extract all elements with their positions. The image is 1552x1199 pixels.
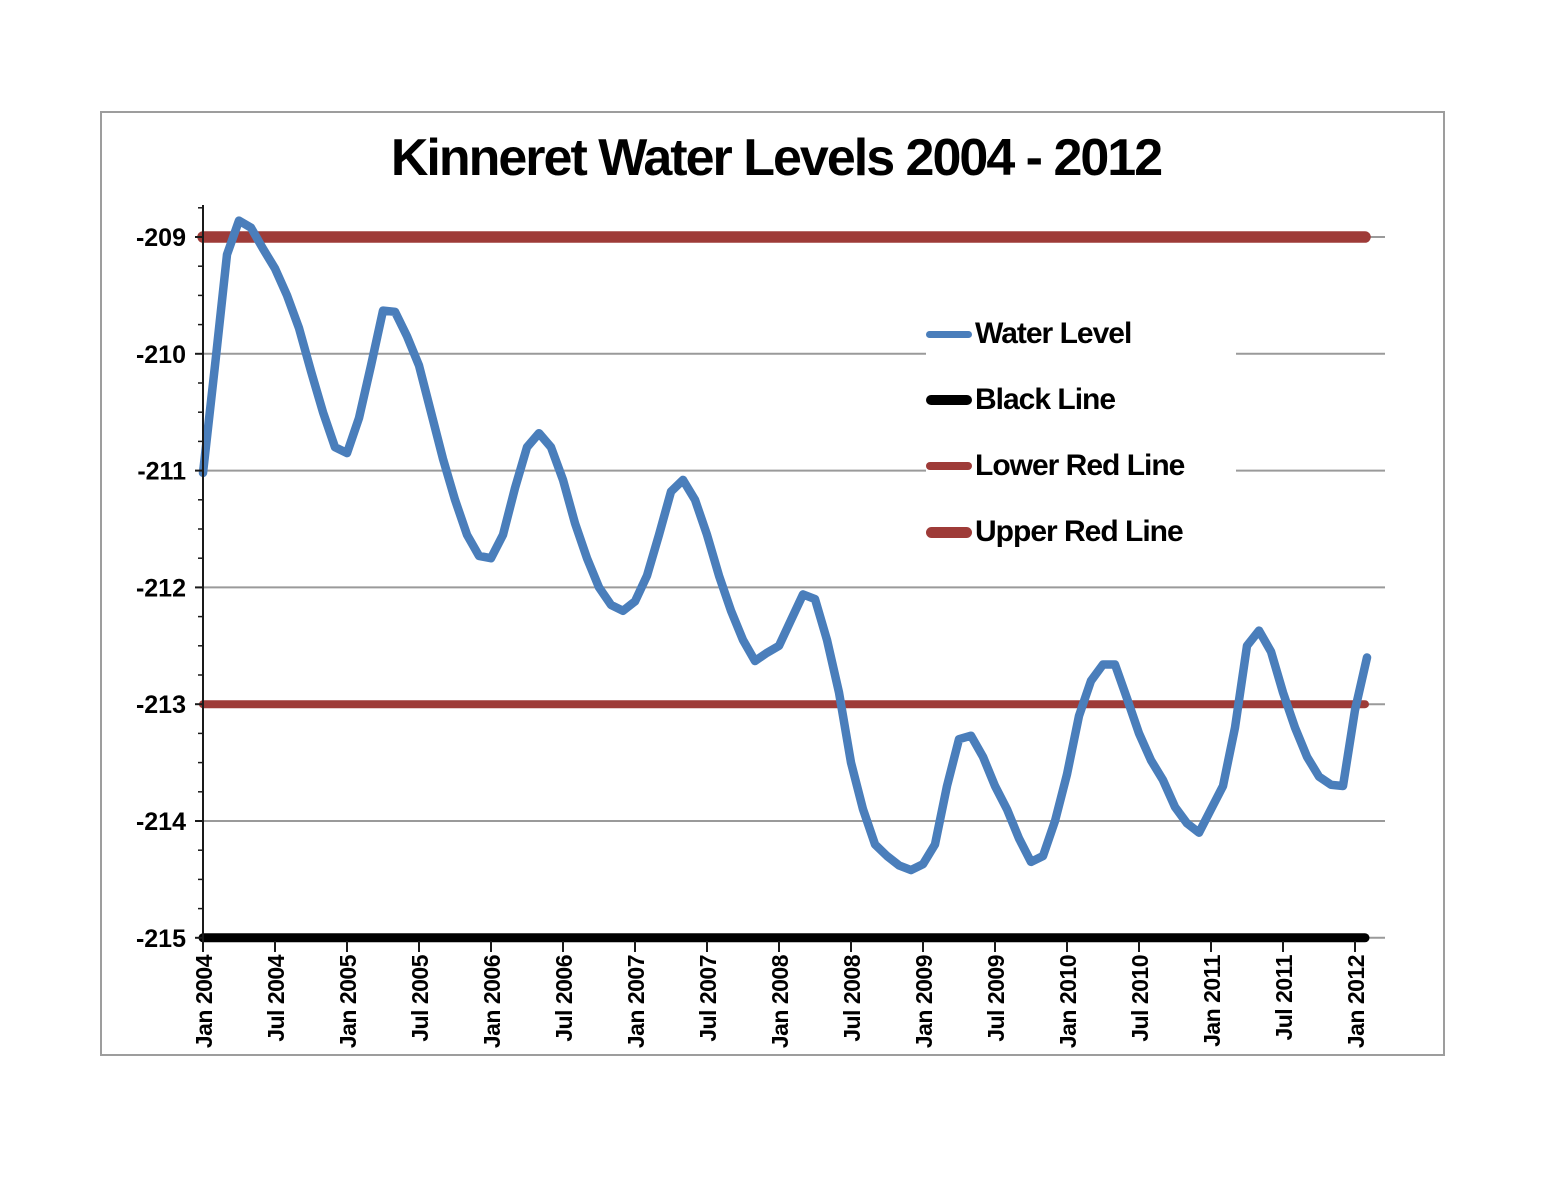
legend-item-water-level: Water Level	[926, 301, 1236, 367]
legend-swatch-icon	[926, 395, 972, 405]
y-axis-labels: -209 -210 -211 -212 -213 -214 -215	[136, 224, 186, 953]
legend-label: Upper Red Line	[975, 515, 1184, 548]
y-tick-label: -210	[136, 341, 186, 369]
chart-title: Kinneret Water Levels 2004 - 2012	[390, 129, 1163, 187]
x-tick-label: Jul 2008	[839, 954, 865, 1041]
x-tick-label: Jan 2008	[767, 954, 793, 1048]
x-tick-label: Jul 2009	[983, 955, 1009, 1042]
legend-swatch-icon	[926, 526, 972, 538]
legend-label: Black Line	[975, 383, 1116, 416]
y-tick-label: -212	[136, 574, 186, 602]
x-tick-label: Jul 2005	[407, 954, 433, 1041]
x-tick-label: Jan 2009	[911, 955, 937, 1048]
x-tick-label: Jan 2012	[1343, 955, 1369, 1048]
water-level-series	[198, 216, 1372, 875]
legend-label: Lower Red Line	[975, 449, 1185, 482]
y-tick-label: -209	[136, 224, 186, 252]
axes	[195, 205, 1356, 952]
x-tick-label: Jul 2010	[1127, 955, 1153, 1042]
chart-frame	[100, 111, 1445, 1056]
legend: Water Level Black Line Lower Red Line Upper…	[926, 301, 1236, 565]
x-tick-label: Jul 2007	[695, 955, 721, 1042]
y-tick-label: -214	[136, 808, 186, 836]
legend-item-upper-red-line: Upper Red Line	[926, 499, 1236, 565]
legend-label: Water Level	[975, 317, 1132, 350]
x-tick-label: Jul 2006	[551, 955, 577, 1042]
x-tick-label: Jan 2006	[479, 955, 505, 1048]
x-tick-label: Jul 2011	[1271, 954, 1297, 1040]
y-tick-label: -211	[137, 458, 186, 486]
x-tick-label: Jan 2010	[1055, 955, 1081, 1048]
legend-swatch-icon	[926, 330, 972, 338]
y-tick-label: -213	[136, 691, 186, 719]
x-tick-label: Jul 2004	[263, 954, 289, 1041]
legend-item-lower-red-line: Lower Red Line	[926, 433, 1236, 499]
y-tick-label: -215	[136, 925, 186, 953]
x-axis-labels: Jan 2004 Jul 2004 Jan 2005 Jul 2005 Jan 2006…	[191, 954, 1369, 1048]
x-tick-label: Jan 2011	[1199, 954, 1225, 1047]
x-tick-label: Jan 2005	[335, 954, 361, 1048]
x-tick-label: Jan 2007	[623, 955, 649, 1048]
x-tick-label: Jan 2004	[191, 954, 217, 1048]
legend-swatch-icon	[926, 462, 972, 470]
reference-lines	[197, 231, 1371, 943]
legend-item-black-line: Black Line	[926, 367, 1236, 433]
